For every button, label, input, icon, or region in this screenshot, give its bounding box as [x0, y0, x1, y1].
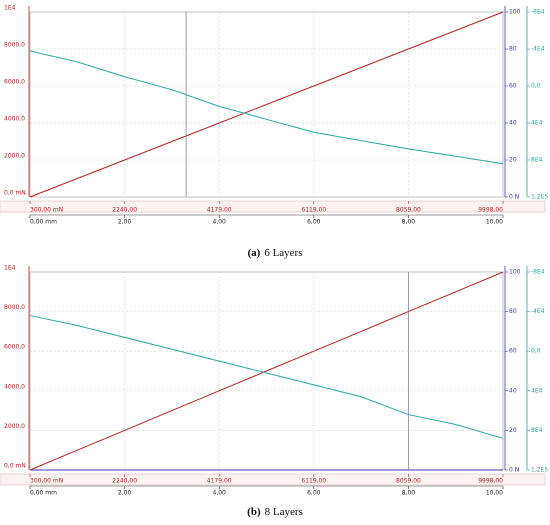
x2-tick-label: 4179,00 [207, 478, 232, 485]
y2-tick-label: 80 [509, 46, 517, 53]
caption: (b) 8 Layers [247, 506, 303, 518]
x2-tick-label: 9998,00 [478, 207, 503, 214]
x-tick-label: 6,00 [307, 490, 321, 497]
y-tick-label: 6000,0 [4, 344, 25, 351]
x-axis-band [0, 473, 546, 486]
y2-tick-label: 40 [509, 120, 517, 127]
y2-tick-label: 60 [509, 348, 517, 355]
y3-tick-label: 4E4 [531, 120, 543, 127]
x2-tick-label: 2240,00 [112, 207, 137, 214]
y-tick-label: 1E4 [4, 5, 16, 12]
y-tick-label: 1E4 [4, 265, 16, 272]
x2-tick-label: 300,00 mN [30, 478, 63, 485]
y3-tick-label: 4E4 [531, 387, 543, 394]
x-tick-label: 8,00 [402, 219, 416, 226]
y-tick-label: 4000,0 [4, 116, 25, 123]
chart-panel: 0,0 mN 2000,0 4000,0 6000,0 8000,0 1E4 0 N 20 40… [0, 5, 550, 259]
y2-tick-label: 20 [509, 157, 517, 164]
x-tick-label: 0,00 mm [30, 219, 57, 226]
caption-text: 6 Layers [264, 247, 302, 259]
x2-tick-label: 4179,00 [207, 207, 232, 214]
data-line [29, 50, 504, 165]
y-tick-label: 4000,0 [4, 383, 25, 390]
x2-tick-label: 8059,00 [396, 207, 421, 214]
y2-tick-label: 40 [509, 387, 517, 394]
y3-tick-label: 8E4 [531, 427, 543, 434]
y3-tick-label: -4E4 [531, 308, 545, 315]
y3-tick-label: 1,2E5 [531, 467, 548, 474]
caption-text: 8 Layers [265, 506, 303, 518]
y2-tick-label: 80 [509, 308, 517, 315]
y-tick-label: 2000,0 [4, 153, 25, 160]
x-tick-label: 2,00 [118, 490, 132, 497]
y2-tick-label: 100 [509, 269, 521, 276]
y2-tick-label: 60 [509, 83, 517, 90]
y-tick-label: 8000,0 [4, 42, 25, 49]
x2-tick-label: 9998,00 [478, 478, 503, 485]
caption-label: (b) [247, 506, 261, 518]
y3-tick-label: -8E4 [531, 269, 545, 276]
x2-tick-label: 8059,00 [396, 478, 421, 485]
y3-tick-label: 0,0 [531, 83, 541, 90]
y2-tick-label: 0 N [509, 467, 519, 474]
data-line [29, 271, 504, 471]
y-tick-label: 0,0 mN [4, 190, 26, 197]
caption: (a) 6 Layers [247, 247, 302, 259]
caption-label: (a) [247, 247, 260, 259]
y3-tick-label: 0,0 [531, 348, 541, 355]
x-tick-label: 2,00 [118, 219, 132, 226]
y3-tick-label: 1,2E5 r [531, 194, 550, 201]
y-tick-label: 0,0 mN [4, 463, 26, 470]
x-tick-label: 0,00 mm [30, 490, 57, 497]
x-axis-band [0, 200, 546, 213]
chart-panel: 0,0 mN 2000,0 4000,0 6000,0 8000,0 1E4 0 N 20 40… [0, 265, 548, 518]
y-tick-label: 8000,0 [4, 304, 25, 311]
y3-tick-label: -8E4 [531, 9, 545, 16]
x-tick-label: 10,00 [486, 490, 503, 497]
y3-tick-label: -4E4 [531, 46, 545, 53]
x2-tick-label: 6119,00 [301, 207, 326, 214]
data-line [29, 315, 504, 439]
x-tick-label: 4,00 [213, 219, 227, 226]
x2-tick-label: 300,00 mN [30, 207, 63, 214]
y2-tick-label: 100 [509, 9, 521, 16]
y2-tick-label: 0 N [509, 194, 519, 201]
x-tick-label: 6,00 [307, 219, 321, 226]
data-line [29, 11, 504, 198]
x-tick-label: 4,00 [213, 490, 227, 497]
x-tick-label: 8,00 [402, 490, 416, 497]
y-tick-label: 6000,0 [4, 79, 25, 86]
x-tick-label: 10,00 [486, 219, 503, 226]
x2-tick-label: 6119,00 [301, 478, 326, 485]
y3-tick-label: 8E4 [531, 157, 543, 164]
x2-tick-label: 2240,00 [112, 478, 137, 485]
y-tick-label: 2000,0 [4, 423, 25, 430]
y2-tick-label: 20 [509, 427, 517, 434]
